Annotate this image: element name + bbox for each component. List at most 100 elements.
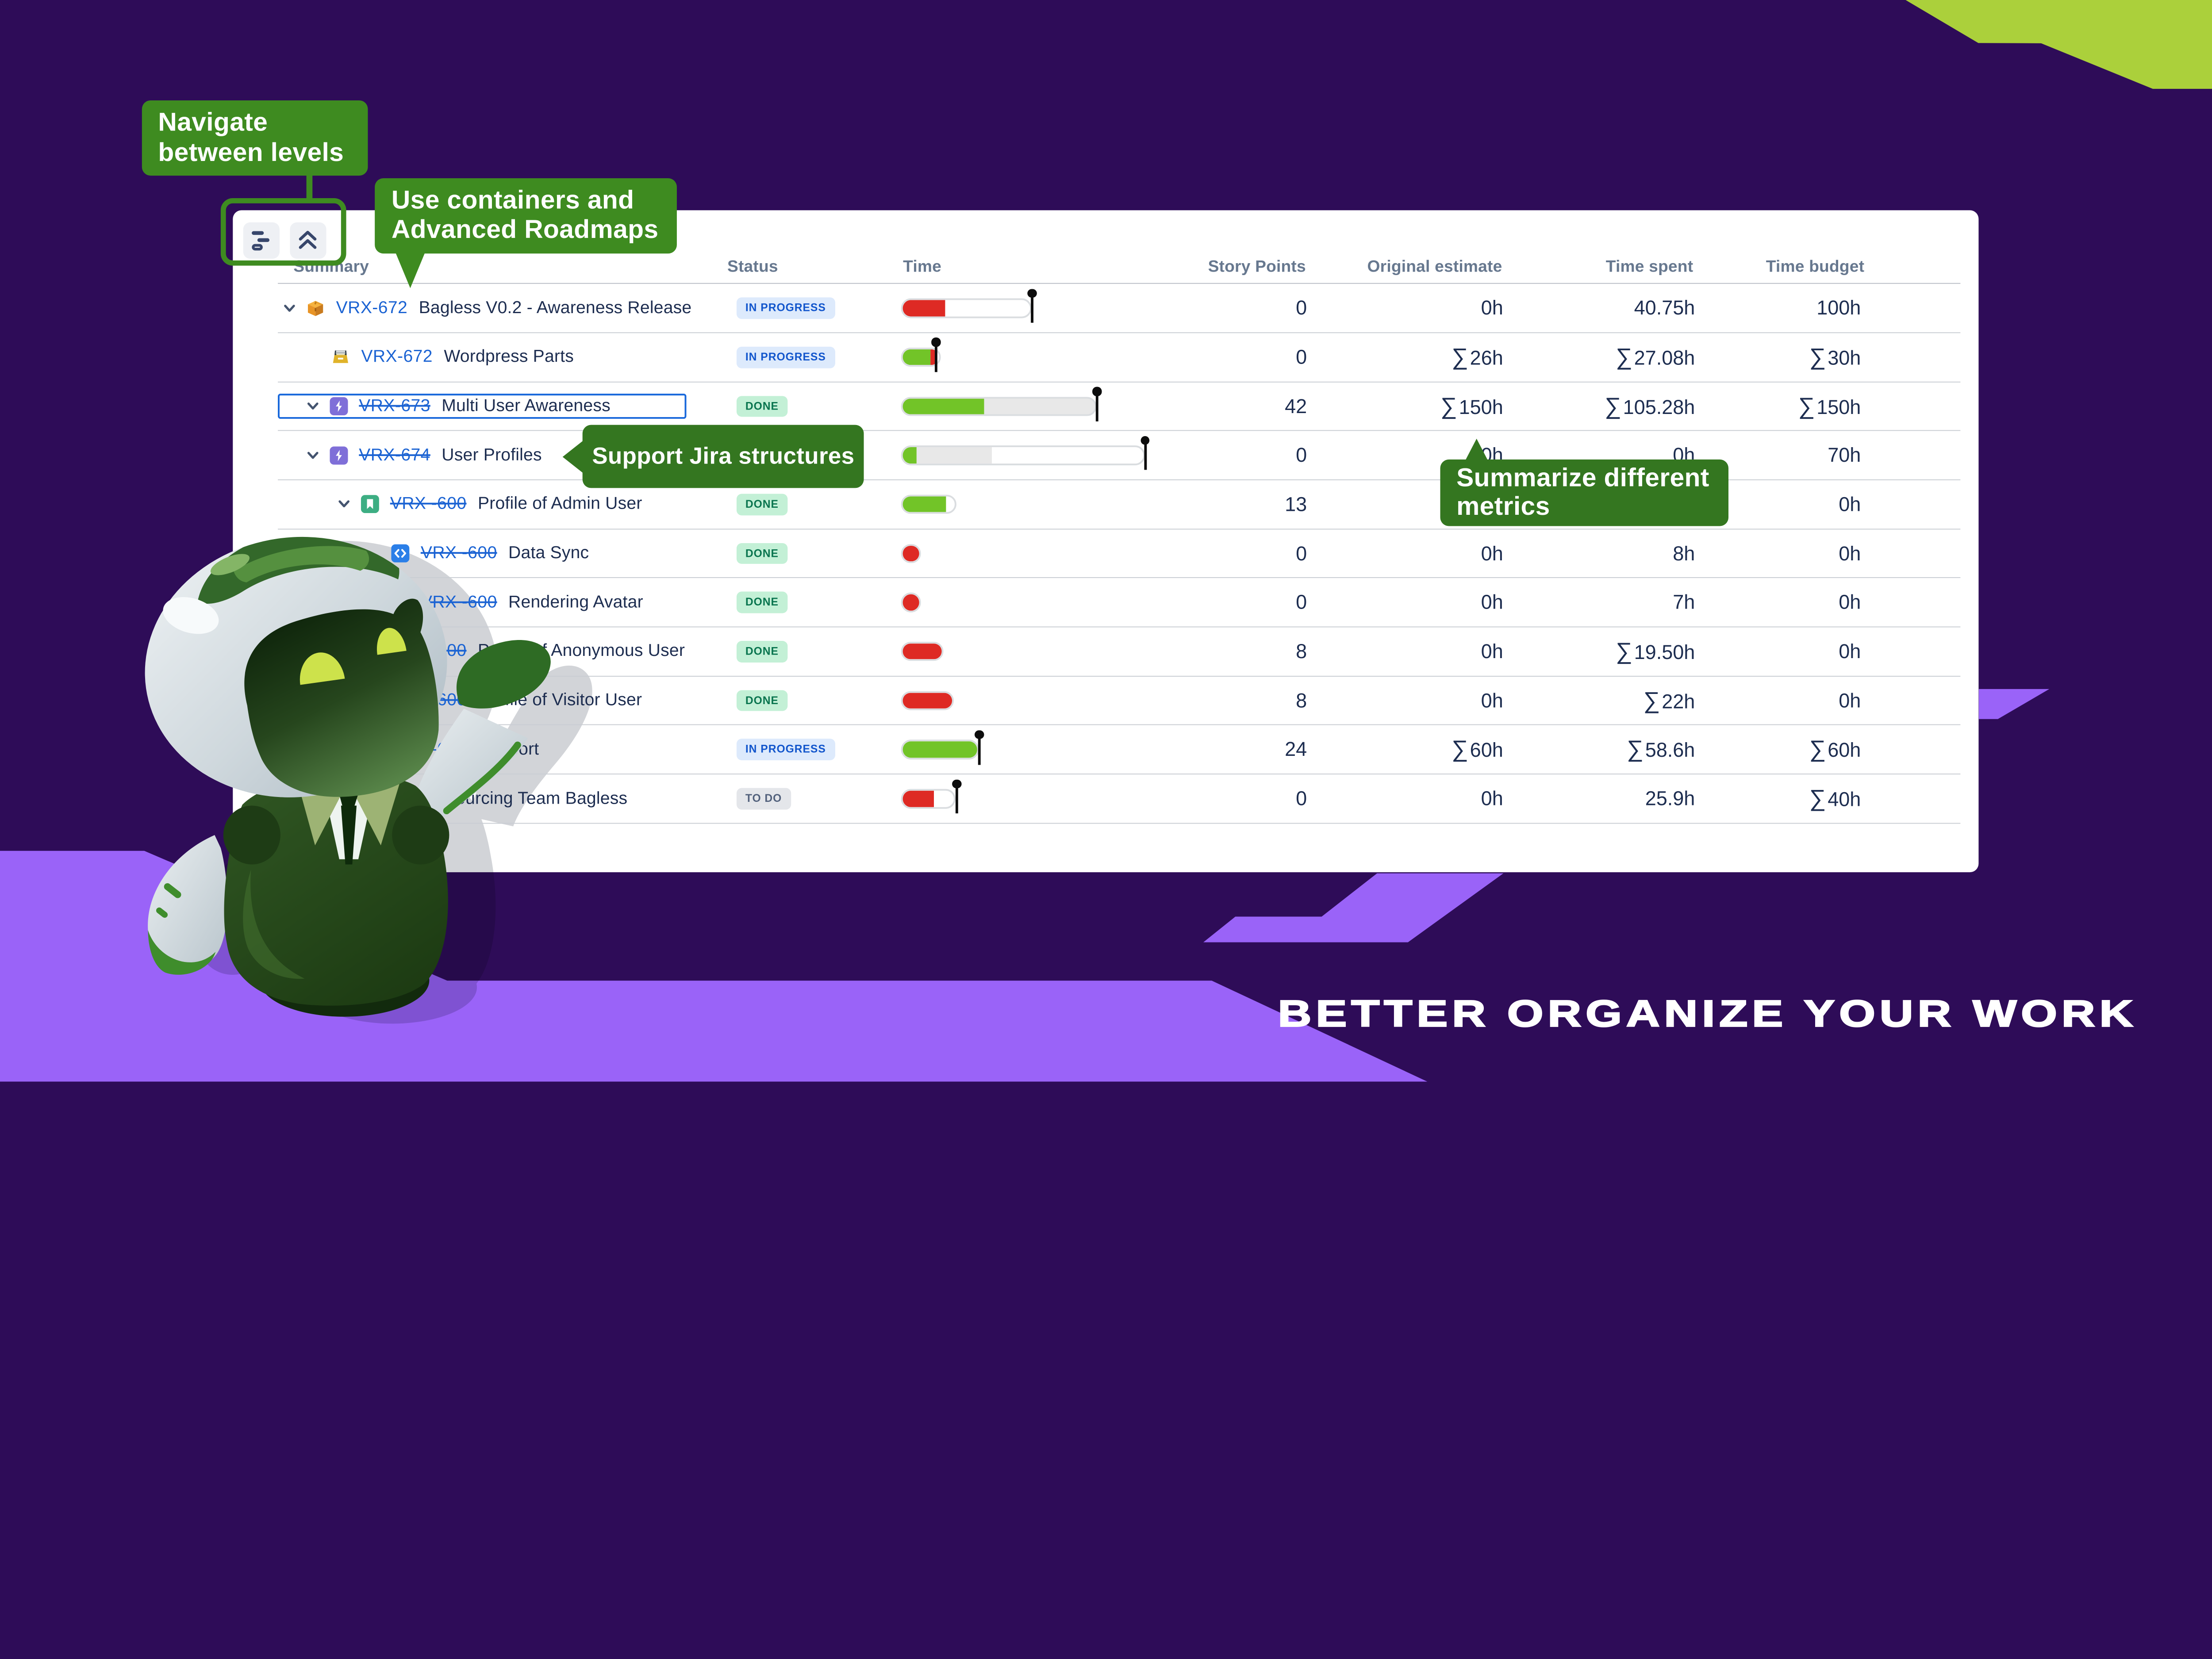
status-badge[interactable]: DONE [736, 592, 788, 613]
original-estimate-value: 0h [1481, 640, 1503, 663]
lime-corner-shape [1905, 0, 2212, 89]
expand-chevron-icon[interactable] [307, 452, 318, 460]
issue-summary[interactable]: Bagless V0.2 - Awareness Release [419, 298, 692, 318]
status-badge[interactable]: DONE [736, 543, 788, 564]
issue-key[interactable]: VRX -600 [420, 543, 497, 563]
sum-sigma-icon: ∑ [1616, 638, 1632, 664]
expand-chevron-icon[interactable] [307, 402, 318, 410]
time-bar-segment [903, 349, 931, 365]
time-spent-value: 7h [1673, 590, 1695, 613]
time-bar-pin [1027, 288, 1037, 323]
purple-wedge-shape [1978, 689, 2050, 719]
sum-sigma-icon: ∑ [1643, 687, 1660, 713]
callout-containers-tail [396, 252, 426, 288]
status-badge[interactable]: IN PROGRESS [736, 346, 835, 368]
sum-sigma-icon: ∑ [1452, 344, 1468, 370]
callout-metrics-line1: Summarize different [1456, 464, 1709, 492]
issue-summary[interactable]: Rendering Avatar [508, 592, 643, 612]
issue-key[interactable]: VRX -600 [390, 494, 467, 513]
time-budget-value: ∑ 60h [1809, 736, 1861, 762]
time-bar-segment [930, 349, 935, 365]
issue-key[interactable]: VRX-672 [361, 347, 433, 367]
col-header-time-spent: Time spent [1605, 258, 1694, 276]
issue-summary[interactable]: Data Sync [508, 543, 589, 563]
issue-summary[interactable]: Profile of Admin User [477, 494, 642, 513]
issue-summary[interactable]: User Profiles [442, 445, 542, 465]
robot-fin [148, 835, 227, 975]
time-bar-pin [1141, 436, 1150, 471]
footer-headline: BETTER ORGANIZE YOUR WORK [1277, 993, 2137, 1035]
time-progress-bar [901, 396, 1097, 416]
issue-key[interactable]: VRX-673 [359, 396, 430, 416]
story-points-value: 0 [1296, 296, 1307, 319]
background-shapes [0, 0, 2212, 1082]
callout-metrics: Summarize different metrics [1440, 438, 1729, 526]
callout-jira-label: Support Jira structures [592, 443, 855, 469]
collapse-all-button[interactable] [290, 222, 326, 259]
time-progress-bar [901, 298, 1032, 318]
original-estimate-value: 0h [1481, 541, 1503, 564]
issue-summary[interactable]: Multi User Awareness [442, 396, 611, 416]
time-progress-bar [901, 739, 979, 759]
status-badge[interactable]: DONE [736, 494, 788, 515]
summary-cell: VRX-672 Wordpress Parts [278, 333, 574, 381]
summary-cell: VRX-674 User Profiles [278, 431, 542, 479]
time-bar-pin [975, 730, 984, 765]
robot-head [145, 527, 447, 797]
table-row[interactable]: VRX-673 Multi User Awareness DONE 42 ∑ 150h ∑ 1… [277, 382, 1961, 432]
issue-key[interactable]: VRX-672 [336, 298, 408, 318]
callout-navigate: Navigate between levels [142, 100, 368, 176]
status-badge[interactable]: IN PROGRESS [736, 739, 835, 761]
status-badge[interactable]: DONE [736, 640, 788, 663]
levels-button[interactable] [243, 222, 280, 259]
story-points-value: 13 [1285, 492, 1307, 515]
code-icon [391, 544, 410, 563]
time-budget-value: 0h [1839, 492, 1861, 515]
sum-sigma-icon: ∑ [1798, 393, 1815, 419]
expand-chevron-icon[interactable] [284, 304, 296, 312]
time-progress-bar [901, 544, 921, 563]
issue-key[interactable]: VRX-674 [359, 445, 430, 465]
time-budget-value: 70h [1828, 444, 1861, 466]
original-estimate-value: 0h [1481, 689, 1503, 712]
issue-summary[interactable]: Wordpress Parts [444, 347, 574, 367]
story-points-value: 8 [1296, 640, 1307, 663]
callout-metrics-tail [1465, 438, 1488, 460]
time-budget-value: 0h [1839, 640, 1861, 663]
card-file-box-icon [333, 351, 349, 364]
time-spent-value: 25.9h [1645, 787, 1695, 810]
summary-cell: VRX-673 Multi User Awareness [278, 382, 611, 430]
stage: Summary Status Time Story Points Origina… [0, 0, 2212, 1082]
callout-jira: Support Jira structures [562, 425, 864, 488]
sum-sigma-icon: ∑ [1605, 393, 1621, 419]
time-spent-value: 8h [1673, 541, 1695, 564]
table-row[interactable]: VRX-672 Wordpress Parts IN PROGRESS 0 ∑ 26h ∑ 2… [278, 333, 1961, 383]
table-row[interactable]: VRX -600 Data Sync DONE 0 0h 8h 0h [278, 529, 1961, 579]
story-points-value: 0 [1296, 444, 1307, 466]
time-bar-segment [903, 594, 919, 611]
callout-navigate-line1: Navigate [158, 108, 268, 137]
time-bar-pin [1092, 387, 1102, 421]
status-badge[interactable]: DONE [736, 395, 788, 417]
time-bar-segment [903, 741, 978, 758]
original-estimate-value: ∑ 60h [1452, 736, 1503, 762]
col-header-original-estimate: Original estimate [1367, 258, 1502, 276]
original-estimate-value: ∑ 26h [1452, 344, 1503, 370]
time-bar-segment [903, 644, 942, 660]
selected-row-outline [277, 393, 687, 419]
table-header-row: Summary Status Time Story Points Origina… [278, 257, 1961, 284]
status-badge[interactable]: DONE [736, 690, 788, 712]
time-budget-value: 100h [1816, 296, 1861, 319]
sum-sigma-icon: ∑ [1809, 736, 1826, 762]
epic-icon [329, 397, 348, 416]
time-spent-value: ∑ 19.50h [1616, 638, 1695, 664]
story-points-value: 0 [1296, 590, 1307, 613]
purple-platform-shape [0, 851, 1428, 1082]
table-row[interactable]: VRX-672 Bagless V0.2 - Awareness Release I… [278, 284, 1961, 333]
status-badge[interactable]: TO DO [736, 788, 791, 809]
col-header-time-budget: Time budget [1766, 258, 1865, 276]
expand-chevron-icon[interactable] [338, 500, 349, 509]
story-points-value: 0 [1296, 787, 1307, 810]
story-icon [361, 495, 379, 513]
status-badge[interactable]: IN PROGRESS [736, 297, 835, 319]
